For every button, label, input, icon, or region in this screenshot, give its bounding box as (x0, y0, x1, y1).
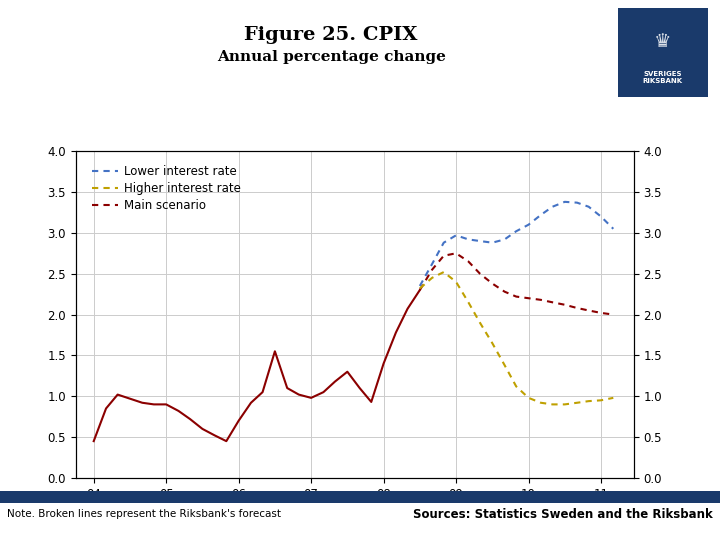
Text: Figure 25. CPIX: Figure 25. CPIX (245, 26, 418, 44)
Text: Note. Broken lines represent the Riksbank's forecast: Note. Broken lines represent the Riksban… (7, 509, 282, 519)
Text: Annual percentage change: Annual percentage change (217, 50, 446, 64)
Text: Sources: Statistics Sweden and the Riksbank: Sources: Statistics Sweden and the Riksb… (413, 508, 713, 521)
Text: SVERIGES
RIKSBANK: SVERIGES RIKSBANK (643, 71, 683, 84)
Text: ♛: ♛ (654, 32, 672, 51)
Legend: Lower interest rate, Higher interest rate, Main scenario: Lower interest rate, Higher interest rat… (87, 160, 246, 217)
